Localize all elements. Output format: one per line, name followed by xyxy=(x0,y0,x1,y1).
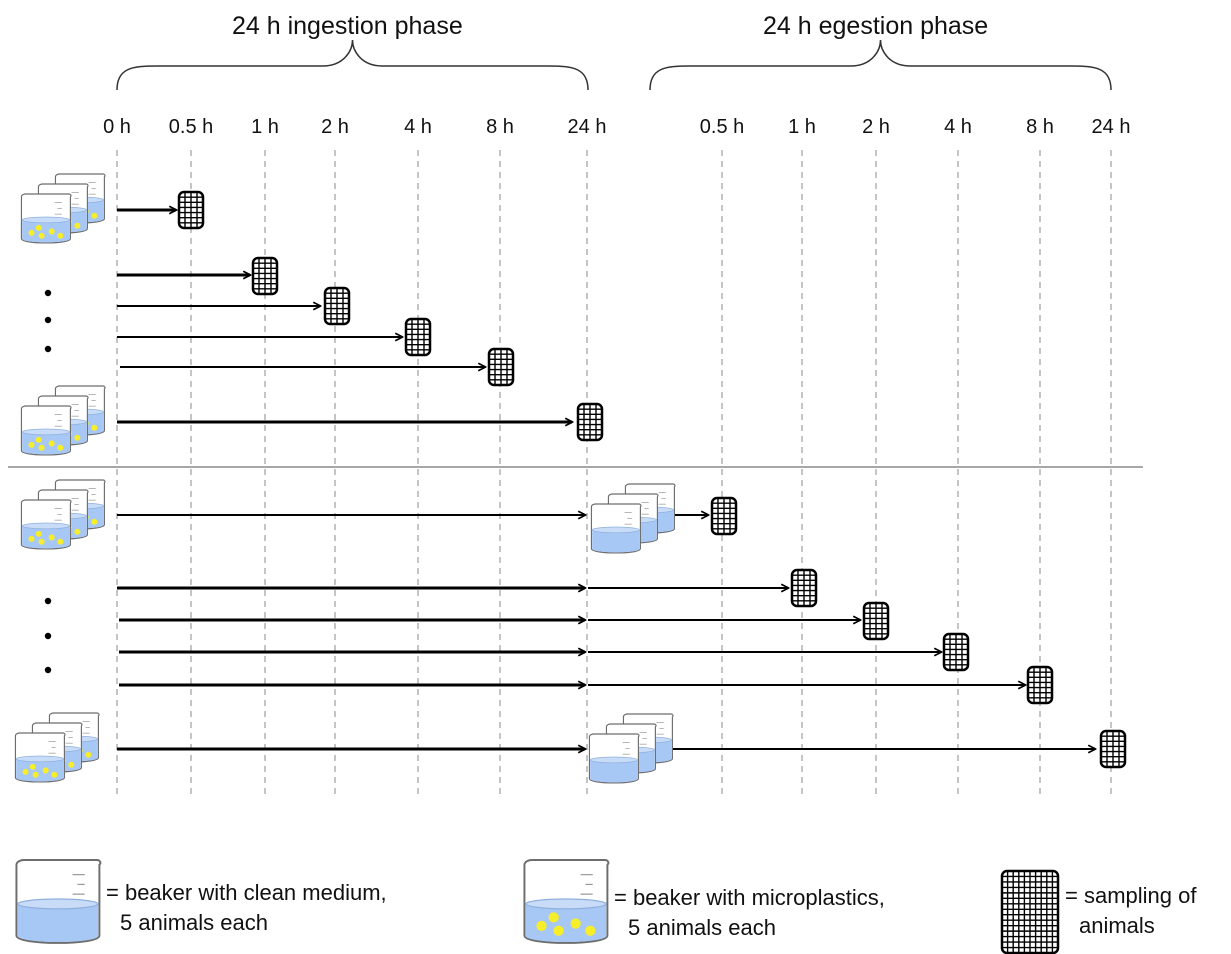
sampling-grid-icon xyxy=(790,568,818,608)
vertical-dots-icon xyxy=(44,632,52,640)
vertical-dots-icon xyxy=(44,345,52,353)
legend-microplastics-beaker-icon xyxy=(523,859,610,944)
beaker-stack-microplastics-icon xyxy=(20,479,106,550)
beaker-stack-microplastics-icon xyxy=(20,173,106,244)
ingestion-tick-label: 8 h xyxy=(486,116,514,138)
sampling-grid-icon xyxy=(710,496,738,536)
legend-clean-line2: 5 animals each xyxy=(120,910,268,935)
phase-brace xyxy=(116,39,589,91)
ingestion-tick-label: 4 h xyxy=(404,116,432,138)
sampling-grid-icon xyxy=(1026,665,1054,705)
beaker-stack-microplastics-icon xyxy=(20,385,106,456)
legend-sampling-line2: animals xyxy=(1079,913,1155,938)
ingestion-tick-label: 0.5 h xyxy=(168,116,214,138)
egestion-tick-label: 8 h xyxy=(1026,116,1054,138)
legend-microplastics-line2: 5 animals each xyxy=(628,915,776,940)
legend-sampling-line1: = sampling of xyxy=(1065,883,1197,908)
egestion-tick-label: 1 h xyxy=(788,116,816,138)
phase-brace xyxy=(649,39,1112,91)
ingestion-phase-title: 24 h ingestion phase xyxy=(232,12,463,40)
sampling-grid-icon xyxy=(1000,869,1060,954)
sampling-grid-icon xyxy=(323,286,351,326)
beaker-stack-clean-icon xyxy=(590,483,676,554)
sampling-grid-icon xyxy=(177,190,205,230)
sampling-grid-icon xyxy=(862,601,890,641)
vertical-dots-icon xyxy=(44,316,52,324)
vertical-dots-icon xyxy=(44,289,52,297)
sampling-grid-icon xyxy=(487,347,515,387)
sampling-grid-icon xyxy=(576,402,604,442)
ingestion-tick-label: 24 h xyxy=(567,116,607,138)
time-gridlines xyxy=(8,150,1143,795)
beaker-stack-microplastics-icon xyxy=(14,712,100,783)
legend-microplastics-line1: = beaker with microplastics, xyxy=(614,885,885,910)
sampling-grid-icon xyxy=(404,317,432,357)
sampling-grid-icon xyxy=(1099,729,1127,769)
vertical-dots-icon xyxy=(44,666,52,674)
vertical-dots-icon xyxy=(44,597,52,605)
beaker-and-sampling-icons xyxy=(14,173,1127,954)
sampling-grid-icon xyxy=(251,256,279,296)
ingestion-tick-label: 2 h xyxy=(321,116,349,138)
egestion-tick-label: 2 h xyxy=(862,116,890,138)
egestion-tick-label: 0.5 h xyxy=(699,116,745,138)
legend-microplastics-text: = beaker with microplastics, 5 animals e… xyxy=(614,883,885,943)
legend-clean-beaker-icon xyxy=(15,859,102,944)
legend-clean-text: = beaker with clean medium, 5 animals ea… xyxy=(106,878,387,938)
beaker-stack-clean-icon xyxy=(588,713,674,784)
egestion-tick-label: 4 h xyxy=(944,116,972,138)
ingestion-tick-label: 0 h xyxy=(103,116,131,138)
egestion-tick-label: 24 h xyxy=(1091,116,1131,138)
phase-braces xyxy=(116,39,1112,91)
legend-sampling-text: = sampling of animals xyxy=(1065,881,1196,941)
sampling-grid-icon xyxy=(942,632,970,672)
egestion-phase-title: 24 h egestion phase xyxy=(763,12,989,40)
legend-clean-line1: = beaker with clean medium, xyxy=(106,880,387,905)
ingestion-tick-label: 1 h xyxy=(251,116,279,138)
